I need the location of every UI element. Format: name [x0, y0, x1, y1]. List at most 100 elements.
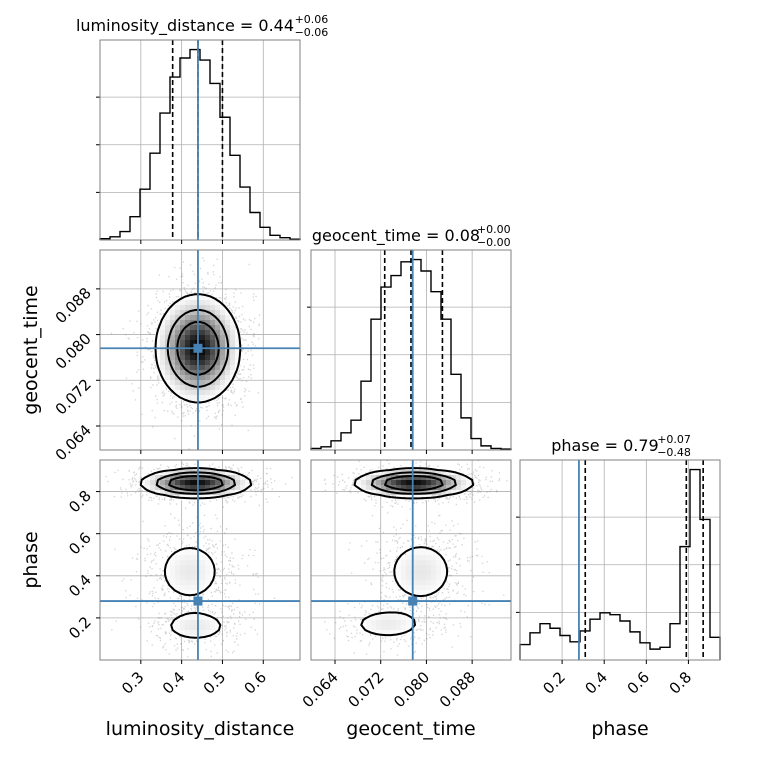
density-cell: [401, 615, 407, 621]
density-cell: [371, 625, 377, 631]
density-cell: [230, 340, 236, 346]
x-tick-label-luminosity_distance: 0.3: [118, 668, 148, 698]
density-cell: [180, 340, 186, 346]
density-cell: [155, 485, 161, 491]
density-cell: [200, 575, 206, 581]
density-cell: [160, 320, 166, 326]
density-cell: [230, 320, 236, 326]
density-cell: [406, 620, 412, 626]
density-cell: [401, 625, 407, 631]
density-cell: [240, 485, 246, 491]
density-cell: [436, 570, 442, 576]
density-cell: [210, 565, 216, 571]
density-cell: [225, 370, 231, 376]
density-cell: [230, 330, 236, 336]
density-cell: [185, 335, 191, 341]
density-cell: [426, 555, 432, 561]
density-cell: [150, 475, 156, 481]
y-tick-label-phase: 0.2: [65, 613, 95, 643]
density-cell: [190, 315, 196, 321]
contour-level-0: [353, 467, 475, 637]
title-upper-error: +0.06: [295, 13, 329, 26]
density-cell: [366, 485, 372, 491]
density-cell: [416, 480, 422, 486]
density-cell: [190, 350, 196, 356]
density-cell: [426, 550, 432, 556]
density-cell: [225, 325, 231, 331]
density-cell: [381, 470, 387, 476]
density-cell: [165, 330, 171, 336]
density-cell: [235, 355, 241, 361]
density-cell: [165, 310, 171, 316]
density-cell: [200, 340, 206, 346]
density-cell: [426, 590, 432, 596]
density-cell: [185, 385, 191, 391]
density-cell: [240, 475, 246, 481]
density-cell: [421, 560, 427, 566]
density-cell: [185, 585, 191, 591]
density-cell: [190, 570, 196, 576]
density-cell: [200, 555, 206, 561]
density-cell: [205, 330, 211, 336]
density-cell: [170, 580, 176, 586]
density-cell: [391, 625, 397, 631]
density-cell: [185, 590, 191, 596]
density-cell: [170, 560, 176, 566]
density-cell: [145, 475, 151, 481]
density-cell: [426, 575, 432, 581]
density-cell: [220, 485, 226, 491]
density-cell: [175, 480, 181, 486]
density-cell: [165, 335, 171, 341]
density-cell: [451, 480, 457, 486]
density-cell: [441, 480, 447, 486]
density-cell: [215, 380, 221, 386]
density-cell: [401, 480, 407, 486]
density-cell: [381, 630, 387, 636]
density-cell: [230, 475, 236, 481]
density-cell: [180, 305, 186, 311]
density-cell: [190, 365, 196, 371]
density-cell: [456, 475, 462, 481]
density-cell: [210, 480, 216, 486]
density-cell: [185, 330, 191, 336]
density-cell: [175, 330, 181, 336]
density-cell: [210, 325, 216, 331]
density-cell: [180, 390, 186, 396]
title-value: luminosity_distance = 0.44: [76, 16, 294, 36]
density-cell: [190, 395, 196, 401]
density-cell: [185, 480, 191, 486]
density-cell: [210, 395, 216, 401]
density-cell: [200, 395, 206, 401]
density-cell: [205, 560, 211, 566]
density-cell: [431, 560, 437, 566]
density-cell: [160, 490, 166, 496]
density-cell: [371, 490, 377, 496]
contour-level-0: [139, 467, 253, 639]
panel-background: [100, 40, 300, 240]
x-tick-label-geocent_time: 0.064: [299, 668, 342, 711]
title-lower-error: −0.06: [295, 26, 329, 39]
density-cell: [200, 370, 206, 376]
density-cell: [381, 615, 387, 621]
density-cell: [165, 470, 171, 476]
contour-level-2: [168, 475, 224, 492]
density-cell: [170, 385, 176, 391]
density-cell: [210, 335, 216, 341]
density-cell: [165, 370, 171, 376]
density-cell: [396, 560, 402, 566]
density-cell: [210, 360, 216, 366]
density-cell: [200, 480, 206, 486]
density-cell: [165, 480, 171, 486]
density-cell: [160, 325, 166, 331]
panel-title-phase: phase = 0.79: [551, 436, 658, 455]
density-cell: [215, 475, 221, 481]
density-cell: [426, 485, 432, 491]
density-cell: [391, 470, 397, 476]
density-cell: [200, 475, 206, 481]
density-cell: [411, 490, 417, 496]
panel-frame: [310, 459, 512, 661]
density-cell: [386, 620, 392, 626]
density-cell: [220, 355, 226, 361]
density-cell: [220, 365, 226, 371]
density-cell: [165, 485, 171, 491]
